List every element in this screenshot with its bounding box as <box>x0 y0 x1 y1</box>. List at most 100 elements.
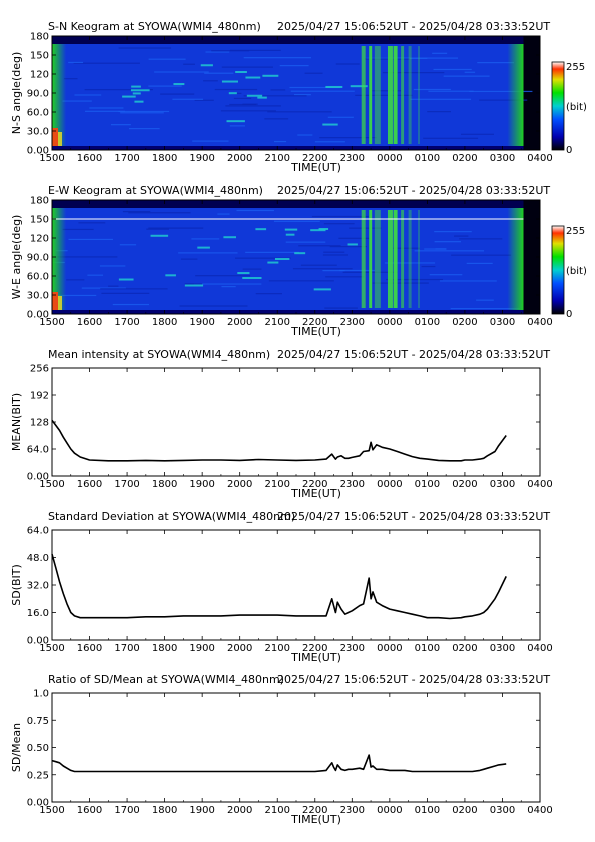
x-tick-label: 1700 <box>114 643 139 654</box>
keogram-texture <box>146 228 169 230</box>
keogram-twilight-edge <box>52 44 66 146</box>
keogram-texture <box>479 99 528 101</box>
y-tick-label: 0.00 <box>27 472 49 483</box>
x-tick-label: 0000 <box>377 153 402 164</box>
x-tick-label: 1900 <box>189 643 214 654</box>
keogram-aurora-streak <box>393 46 398 144</box>
keogram-texture <box>203 80 218 82</box>
keogram-texture <box>160 93 195 95</box>
x-tick-label: 2000 <box>227 153 252 164</box>
ew-colorbar: 255 (bit) 0 <box>551 225 587 320</box>
keogram-texture <box>370 90 402 92</box>
x-tick-label: 2000 <box>227 643 252 654</box>
keogram-patch <box>255 228 267 231</box>
keogram-texture <box>118 47 172 49</box>
y-axis-label: SD/Mean <box>10 723 23 772</box>
keogram-patch <box>200 64 213 67</box>
x-tick-label: 2100 <box>265 153 290 164</box>
x-tick-label: 2100 <box>265 317 290 328</box>
x-tick-label: 2000 <box>227 317 252 328</box>
x-tick-label: 2200 <box>302 805 327 816</box>
keogram-patch <box>228 92 237 95</box>
keogram-texture <box>220 110 276 112</box>
keogram-texture <box>225 105 281 107</box>
keogram-texture <box>268 280 334 282</box>
x-tick-label: 1800 <box>152 805 177 816</box>
keogram-texture <box>435 248 447 250</box>
x-tick-label: 0400 <box>527 643 552 654</box>
keogram-patch <box>267 261 279 264</box>
keogram-texture <box>413 88 451 91</box>
keogram-patch <box>165 274 176 277</box>
keogram-texture <box>229 49 281 51</box>
keogram-patch <box>350 85 368 88</box>
keogram-texture <box>120 112 164 114</box>
keogram-aurora-streak <box>418 210 420 308</box>
x-axis-label: TIME(UT) <box>290 651 341 664</box>
keogram-patch <box>294 252 306 255</box>
y-tick-label: 0.00 <box>27 146 49 157</box>
keogram-texture <box>450 307 520 310</box>
keogram-texture <box>193 283 262 285</box>
x-tick-label: 2100 <box>265 643 290 654</box>
keogram-aurora-streak <box>387 46 393 144</box>
x-tick-label: 1600 <box>77 643 102 654</box>
keogram-sun-glow <box>58 296 62 310</box>
keogram-horizon-band <box>52 36 524 44</box>
keogram-texture <box>243 57 312 59</box>
keogram-twilight-edge <box>507 208 524 310</box>
y-axis-label: MEAN(BIT) <box>10 393 23 451</box>
keogram-aurora-streak <box>374 46 381 144</box>
keogram-twilight-edge <box>507 44 524 146</box>
keogram-texture <box>179 305 248 307</box>
keogram-texture <box>279 65 309 67</box>
keogram-texture <box>194 99 214 101</box>
keogram-texture <box>459 238 503 240</box>
mean-chart-period: 2025/04/27 15:06:52UT - 2025/04/28 03:33… <box>277 348 551 361</box>
x-tick-label: 0000 <box>377 479 402 490</box>
x-tick-label: 1600 <box>77 153 102 164</box>
y-tick-label: 256 <box>30 364 49 375</box>
y-tick-label: 32.0 <box>27 581 49 592</box>
keogram-patch <box>131 85 141 88</box>
y-tick-label: 0.00 <box>27 798 49 809</box>
keogram-texture <box>255 293 282 295</box>
keogram-aurora-streak <box>387 210 393 308</box>
keogram-texture <box>108 285 119 287</box>
x-tick-label: 2200 <box>302 317 327 328</box>
keogram-texture <box>384 262 436 264</box>
y-tick-label: 16.0 <box>27 608 49 619</box>
keogram-texture <box>297 134 313 136</box>
keogram-texture <box>183 63 195 65</box>
keogram-texture <box>314 141 345 143</box>
keogram-patch <box>223 236 237 239</box>
keogram-aurora-streak <box>369 46 373 144</box>
x-axis-label: TIME(UT) <box>290 813 341 826</box>
ew-keogram-title: E-W Keogram at SYOWA(WMI4_480nm) <box>48 184 263 197</box>
keogram-texture <box>74 94 102 96</box>
x-tick-label: 2200 <box>302 153 327 164</box>
keogram-texture <box>229 125 245 127</box>
y-tick-label: 0.00 <box>27 636 49 647</box>
y-tick-label: 180 <box>30 32 49 43</box>
x-tick-label: 1800 <box>152 317 177 328</box>
keogram-patch <box>285 233 295 236</box>
keogram-patch <box>226 120 245 123</box>
x-tick-label: 1800 <box>152 643 177 654</box>
keogram-texture <box>421 265 436 268</box>
y-axis-label: N-S angle(deg) <box>10 52 23 135</box>
keogram-horizon-band <box>52 200 524 208</box>
ratio-chart-title: Ratio of SD/Mean at SYOWA(WMI4_480nm) <box>48 673 284 686</box>
x-tick-label: 2000 <box>227 805 252 816</box>
x-tick-label: 1500 <box>39 479 64 490</box>
x-tick-label: 0200 <box>452 153 477 164</box>
x-tick-label: 1600 <box>77 479 102 490</box>
sn-keogram: 1500 1600 1700 1800 1900 2000 2100 2200 2300 0000… <box>10 32 553 175</box>
keogram-texture <box>427 111 452 113</box>
keogram-texture <box>99 265 126 267</box>
x-tick-label: 0400 <box>527 153 552 164</box>
keogram-texture <box>270 89 286 91</box>
keogram-texture <box>300 264 337 266</box>
keogram-texture <box>338 237 371 239</box>
y-tick-label: 90.0 <box>27 253 49 264</box>
